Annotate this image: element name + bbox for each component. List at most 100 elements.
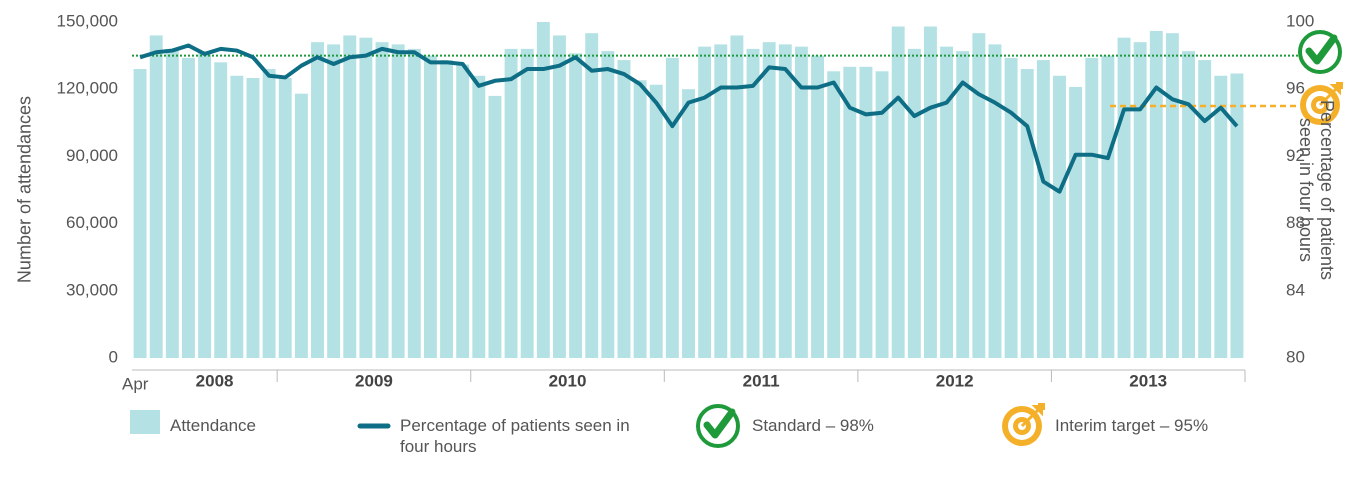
legend-label: Standard – 98% bbox=[752, 416, 874, 435]
y-tick-label: 150,000 bbox=[57, 11, 118, 30]
bar bbox=[875, 71, 889, 358]
bar bbox=[456, 64, 470, 358]
y2-tick-label: 80 bbox=[1286, 347, 1305, 366]
bar bbox=[262, 69, 276, 358]
bar bbox=[149, 35, 163, 358]
bar bbox=[714, 44, 728, 359]
bar bbox=[778, 44, 792, 359]
x-group-label: 2010 bbox=[549, 371, 587, 390]
bar bbox=[569, 53, 583, 359]
y-tick-label: 60,000 bbox=[66, 213, 118, 232]
bar bbox=[343, 35, 357, 358]
x-group-label: 2013 bbox=[1129, 371, 1167, 390]
bar bbox=[327, 44, 341, 359]
y2-axis-title: Percentage of patients seen in four hour… bbox=[1296, 99, 1337, 281]
x-group-label: 2009 bbox=[355, 371, 393, 390]
bar bbox=[665, 57, 679, 359]
legend-label: Attendance bbox=[170, 416, 257, 435]
bar bbox=[246, 78, 260, 358]
y-tick-label: 90,000 bbox=[66, 146, 118, 165]
y2-tick-label: 96 bbox=[1286, 79, 1305, 98]
bar bbox=[698, 46, 712, 358]
bar bbox=[294, 93, 308, 359]
bar bbox=[649, 84, 663, 358]
bar bbox=[311, 42, 324, 358]
bar bbox=[1230, 73, 1244, 359]
bar bbox=[1149, 30, 1163, 359]
legend-label: Interim target – 95% bbox=[1055, 416, 1209, 435]
y2-tick-label: 84 bbox=[1286, 280, 1305, 299]
y-tick-label: 0 bbox=[109, 347, 118, 366]
bar bbox=[940, 46, 954, 358]
bar bbox=[133, 69, 147, 358]
bar bbox=[762, 42, 776, 358]
x-group-label: 2012 bbox=[936, 371, 974, 390]
bar bbox=[617, 60, 631, 359]
y-tick-label: 30,000 bbox=[66, 280, 118, 299]
bar bbox=[794, 46, 808, 358]
bar bbox=[278, 78, 292, 358]
bar bbox=[1085, 57, 1099, 359]
x-group-label: 2008 bbox=[196, 371, 234, 390]
bar bbox=[746, 48, 760, 358]
bar bbox=[472, 75, 486, 358]
bar bbox=[859, 66, 873, 359]
bar bbox=[1020, 69, 1034, 358]
x-group-label: 2011 bbox=[743, 371, 780, 390]
bar bbox=[165, 48, 179, 358]
bar bbox=[423, 55, 437, 358]
bar bbox=[956, 51, 970, 359]
bar bbox=[1101, 55, 1115, 358]
bar bbox=[585, 33, 599, 358]
bar bbox=[182, 57, 195, 359]
standard-icon bbox=[1300, 32, 1340, 72]
bar bbox=[827, 71, 841, 358]
bar bbox=[907, 48, 921, 358]
bar bbox=[1004, 57, 1018, 359]
bar bbox=[730, 35, 744, 358]
bar bbox=[988, 44, 1002, 359]
bar bbox=[375, 42, 389, 358]
bar bbox=[891, 26, 905, 358]
y-tick-label: 120,000 bbox=[57, 79, 118, 98]
bar bbox=[536, 22, 550, 358]
bar bbox=[1165, 33, 1179, 358]
bar bbox=[1214, 75, 1228, 358]
bar bbox=[214, 62, 228, 358]
bar bbox=[1182, 51, 1195, 359]
x-tick-label: Apr bbox=[122, 374, 149, 393]
bar bbox=[1198, 60, 1212, 359]
legend-check-icon bbox=[698, 406, 738, 446]
bar bbox=[488, 95, 502, 359]
bar bbox=[553, 35, 566, 358]
bar bbox=[391, 44, 405, 359]
bar bbox=[1133, 42, 1147, 358]
bar bbox=[407, 48, 421, 358]
bar bbox=[198, 53, 212, 359]
bar bbox=[1036, 60, 1050, 359]
bar bbox=[682, 89, 695, 358]
bar bbox=[230, 75, 244, 358]
y2-tick-label: 88 bbox=[1286, 213, 1305, 232]
bar bbox=[601, 51, 615, 359]
bar bbox=[440, 60, 453, 359]
legend-label: Percentage of patients seen in four hour… bbox=[400, 416, 630, 456]
bar bbox=[924, 26, 937, 358]
bar bbox=[1117, 37, 1131, 359]
y2-tick-label: 100 bbox=[1286, 11, 1314, 30]
line bbox=[139, 43, 1239, 194]
bar bbox=[359, 37, 373, 359]
bar bbox=[1053, 75, 1066, 358]
bar bbox=[1069, 86, 1083, 359]
legend-swatch bbox=[130, 410, 160, 434]
bar bbox=[520, 48, 534, 358]
y-axis-title: Number of attendances bbox=[14, 95, 35, 284]
legend-target-icon bbox=[1000, 402, 1046, 448]
bar bbox=[843, 66, 857, 359]
bar bbox=[811, 55, 824, 358]
bar bbox=[972, 33, 986, 358]
bar bbox=[633, 80, 647, 359]
y2-tick-label: 92 bbox=[1286, 146, 1305, 165]
